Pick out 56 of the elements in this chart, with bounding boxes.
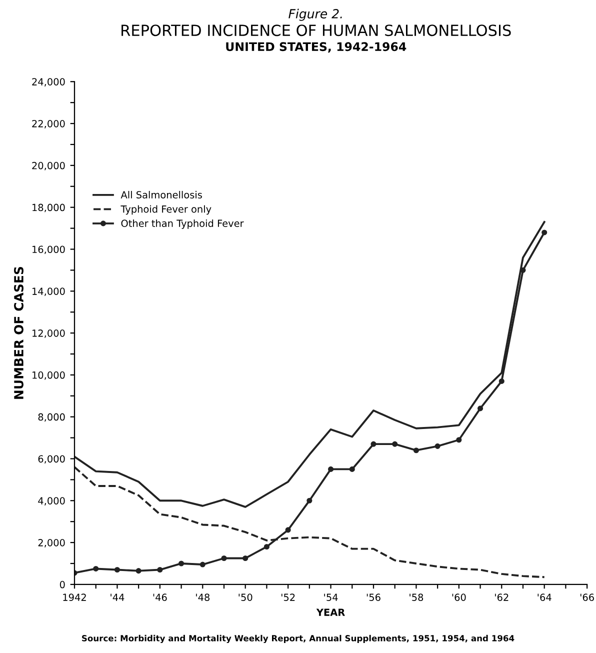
- y-tick-label: 6,000: [38, 455, 65, 464]
- point: [306, 498, 312, 504]
- point: [392, 441, 398, 447]
- point: [93, 566, 99, 572]
- point: [285, 527, 291, 533]
- y-tick-label: 8,000: [38, 413, 65, 422]
- point: [178, 560, 184, 566]
- point: [264, 544, 270, 550]
- chart-subtitle: UNITED STATES, 1942-1964: [226, 42, 406, 53]
- y-tick-label: 10,000: [32, 371, 65, 380]
- x-tick-label: '48: [196, 594, 210, 601]
- point: [114, 566, 120, 573]
- point: [370, 441, 376, 447]
- y-tick-label: 14,000: [32, 288, 65, 296]
- caption: Figure 2.: [288, 8, 342, 21]
- x-tick-label: '46: [153, 594, 167, 601]
- x-tick-label: 1942: [63, 594, 86, 601]
- point: [328, 466, 334, 472]
- y-axis-title: NUMBER OF CASES: [14, 266, 24, 399]
- point: [498, 378, 504, 384]
- x-tick-label: '62: [495, 594, 508, 601]
- y-tick-label: 0: [60, 580, 65, 588]
- point: [434, 443, 440, 449]
- legend-label: Other than Typhoid Fever: [121, 219, 244, 229]
- y-tick-label: 4,000: [38, 497, 65, 506]
- x-tick-label: '50: [238, 594, 252, 601]
- legend-label: Typhoid Fever only: [120, 205, 212, 215]
- y-tick-label: 2,000: [38, 539, 65, 548]
- point: [542, 230, 548, 236]
- point: [157, 566, 163, 573]
- chart-title: REPORTED INCIDENCE OF HUMAN SALMONELLOSIS: [122, 24, 511, 36]
- point: [242, 555, 248, 562]
- y-tick-label: 16,000: [32, 246, 65, 254]
- x-tick-label: '60: [452, 594, 466, 601]
- y-tick-label: 24,000: [32, 78, 65, 86]
- x-tick-label: '54: [324, 594, 338, 601]
- x-tick-label: '64: [538, 594, 552, 601]
- x-tick-label: '56: [366, 594, 380, 601]
- legend-label: All Salmonellosis: [120, 190, 202, 198]
- x-tick-label: '58: [410, 594, 424, 601]
- x-tick-label: '66: [580, 594, 594, 601]
- source-note: Source: Morbidity and Mortality Weekly Report, Annual Supplements, 1951, 1954, and 1964: [82, 634, 514, 644]
- point: [413, 448, 419, 454]
- point: [456, 437, 462, 443]
- x-tick-label: '44: [110, 594, 124, 601]
- x-axis-title: YEAR: [316, 608, 345, 616]
- point: [200, 562, 206, 568]
- point: [221, 555, 227, 562]
- y-tick-label: 12,000: [32, 330, 65, 338]
- x-tick-label: '52: [281, 594, 295, 601]
- point: [136, 568, 142, 574]
- y-tick-label: 18,000: [32, 204, 65, 212]
- point: [478, 406, 484, 412]
- y-tick-label: 22,000: [32, 120, 65, 128]
- point: [349, 466, 355, 472]
- y-tick-label: 20,000: [32, 162, 65, 170]
